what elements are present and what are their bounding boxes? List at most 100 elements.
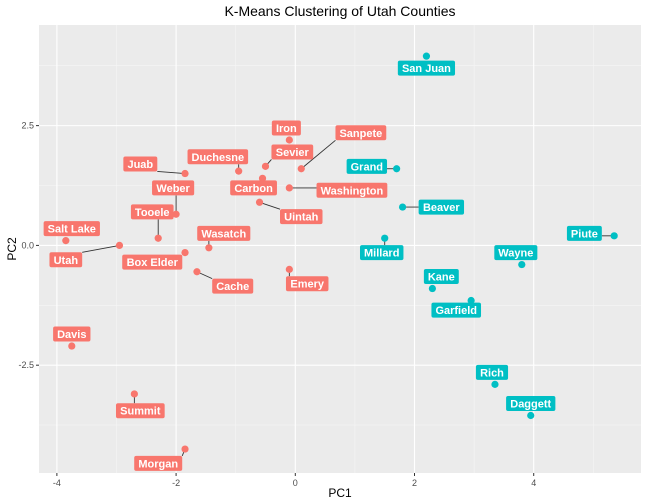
data-point-garfield — [467, 296, 475, 305]
data-point-utah — [115, 241, 124, 250]
point-label-rich: Rich — [480, 367, 504, 379]
point-label-box-sanpete — [335, 125, 387, 141]
point-label-box-weber — [152, 180, 195, 196]
point-label-morgan: Morgan — [138, 458, 178, 470]
point-label-weber: Weber — [156, 183, 190, 195]
point-label-box-emery — [285, 276, 329, 292]
point-label-summit: Summit — [120, 406, 161, 418]
point-label-box-millard — [359, 245, 404, 261]
x-tick-label: 0 — [293, 478, 298, 488]
point-label-box-piute — [566, 225, 602, 241]
x-tick-label: -4 — [53, 478, 61, 488]
data-point-beaver — [398, 203, 407, 211]
point-label-garfield: Garfield — [435, 305, 477, 317]
point-label-san-juan: San Juan — [402, 63, 451, 75]
point-label-box-washington — [316, 182, 388, 198]
point-label-box-utah — [49, 252, 83, 268]
point-label-box-juab — [123, 156, 158, 172]
x-tick-label: 4 — [531, 478, 536, 488]
data-point-iron — [285, 136, 293, 144]
point-label-utah: Utah — [54, 255, 79, 267]
data-point-uintah — [255, 198, 264, 206]
point-label-juab: Juab — [127, 159, 153, 171]
data-point-millard — [381, 234, 389, 242]
x-tick-label: -2 — [172, 478, 180, 488]
x-axis-ticks: -4 -2 0 2 4 — [53, 473, 536, 488]
data-point-juab — [181, 169, 189, 178]
point-label-box-cache — [212, 278, 254, 294]
point-label-box-garfield — [431, 302, 482, 318]
data-point-carbon — [258, 174, 267, 182]
x-tick-label: 2 — [412, 478, 417, 488]
data-point-weber — [172, 210, 180, 218]
data-point-sevier — [261, 162, 270, 170]
data-point-washington — [285, 184, 293, 192]
point-label-box-rich — [475, 364, 509, 380]
data-point-tooele — [154, 234, 162, 242]
point-label-sevier: Sevier — [276, 147, 310, 159]
data-point-davis — [68, 342, 76, 350]
data-point-wasatch — [205, 244, 213, 252]
point-label-iron: Iron — [276, 123, 297, 135]
data-point-summit — [130, 390, 138, 398]
point-label-uintah: Uintah — [284, 212, 319, 224]
point-label-box-beaver — [418, 199, 465, 215]
data-point-salt-lake — [62, 237, 70, 245]
point-label-salt-lake: Salt Lake — [48, 224, 96, 236]
point-label-cache: Cache — [216, 281, 249, 293]
point-label-sanpete: Sanpete — [339, 128, 382, 140]
label-connector-utah — [82, 244, 120, 253]
point-label-box-sevier — [271, 144, 314, 160]
label-connector-juab — [157, 171, 186, 174]
point-label-washington: Washington — [321, 185, 384, 197]
point-label-box-summit — [115, 403, 165, 419]
point-label-box-grand — [346, 158, 388, 174]
y-tick-label: -2.5 — [18, 360, 34, 370]
data-points — [62, 52, 618, 453]
point-label-carbon: Carbon — [234, 183, 273, 195]
y-axis-title: PC2 — [5, 237, 19, 261]
point-label-box-daggett — [506, 396, 556, 412]
data-point-cache — [193, 268, 201, 276]
point-label-daggett: Daggett — [510, 399, 551, 411]
point-label-box-uintah — [280, 209, 323, 225]
point-label-box-tooele — [130, 204, 174, 220]
point-label-box-duchesne — [187, 149, 249, 165]
point-label-wayne: Wayne — [498, 248, 533, 260]
data-point-box-elder — [181, 248, 189, 257]
point-label-davis: Davis — [57, 329, 86, 341]
data-point-rich — [491, 380, 499, 388]
x-axis-title: PC1 — [328, 486, 352, 500]
point-label-box-wayne — [494, 245, 538, 261]
y-tick-label: 0.0 — [21, 240, 34, 250]
data-point-grand — [393, 165, 401, 173]
data-point-kane — [428, 284, 436, 293]
point-label-box-kane — [423, 269, 459, 285]
point-label-box-carbon — [230, 180, 277, 196]
data-point-morgan — [181, 445, 189, 453]
point-label-box-san-juan — [397, 60, 456, 76]
point-label-box-wasatch — [197, 225, 251, 241]
point-label-piute: Piute — [571, 228, 598, 240]
point-labels: Salt Lake Utah Davis Summit Morgan Tooele Webe… — [43, 60, 602, 471]
point-label-millard: Millard — [364, 248, 399, 260]
label-connector-sanpete — [300, 139, 336, 170]
point-label-tooele: Tooele — [135, 207, 170, 219]
point-label-box-elder: Box Elder — [127, 257, 179, 269]
point-label-box-iron — [271, 120, 301, 136]
point-label-box-box-elder — [122, 254, 183, 270]
data-point-piute — [610, 232, 618, 240]
point-label-box-salt-lake — [43, 221, 100, 237]
major-gridlines — [39, 25, 641, 473]
point-label-wasatch: Wasatch — [201, 228, 246, 240]
point-label-box-davis — [53, 326, 91, 342]
point-label-kane: Kane — [428, 272, 455, 284]
point-label-emery: Emery — [290, 279, 325, 291]
data-point-sanpete — [297, 165, 305, 173]
point-label-beaver: Beaver — [423, 202, 460, 214]
chart-title: K-Means Clustering of Utah Counties — [224, 3, 455, 19]
data-point-san-juan — [422, 52, 431, 60]
point-label-box-morgan — [134, 455, 183, 471]
y-tick-label: 2.5 — [21, 121, 34, 131]
